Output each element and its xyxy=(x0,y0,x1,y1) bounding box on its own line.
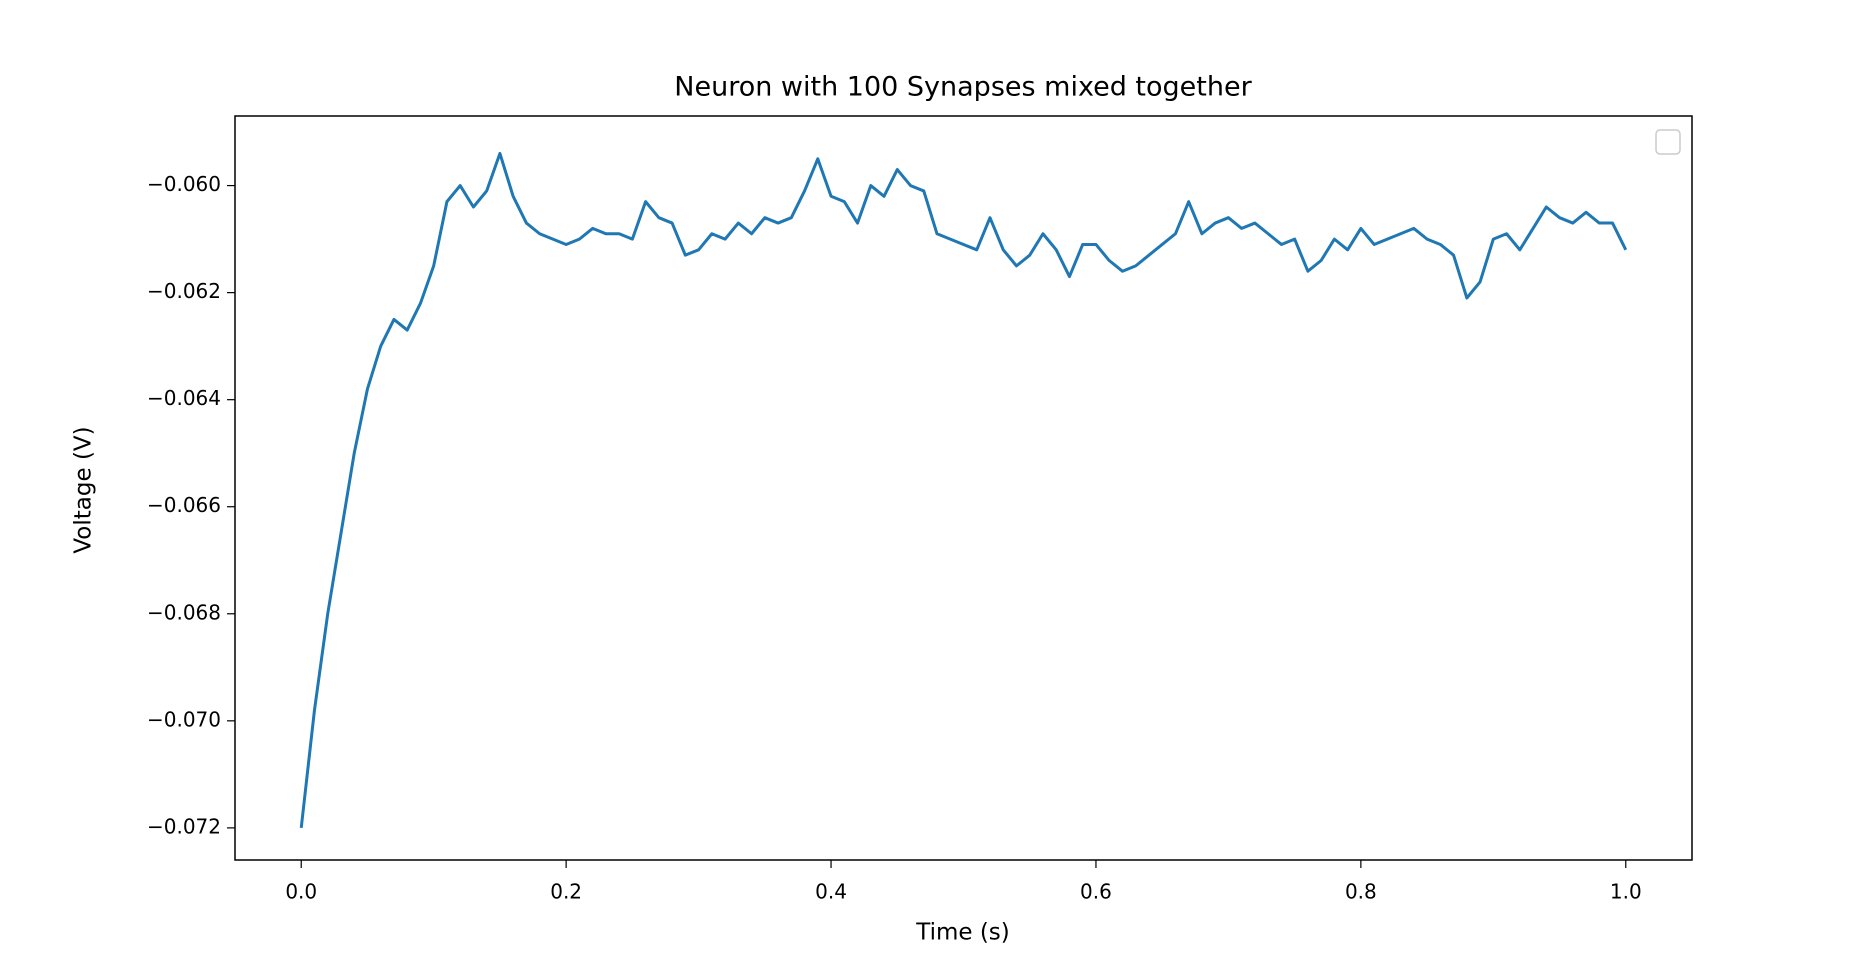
chart-title: Neuron with 100 Synapses mixed together xyxy=(674,72,1252,103)
x-tick-label: 1.0 xyxy=(1610,880,1642,904)
data-line xyxy=(299,151,1628,829)
y-tick-label: −0.060 xyxy=(147,172,221,196)
y-tick-label: −0.062 xyxy=(147,279,221,303)
x-tick-label: 0.2 xyxy=(550,880,582,904)
y-axis-label: Voltage (V) xyxy=(71,426,97,553)
x-tick-label: 0.8 xyxy=(1345,880,1377,904)
x-tick-label: 0.4 xyxy=(815,880,847,904)
legend-box xyxy=(1655,129,1681,155)
y-tick-label: −0.066 xyxy=(147,493,221,517)
y-tick-label: −0.072 xyxy=(147,814,221,838)
y-tick-label: −0.070 xyxy=(147,707,221,731)
y-tick-label: −0.064 xyxy=(147,386,221,410)
x-tick-label: 0.6 xyxy=(1080,880,1112,904)
x-axis-label: Time (s) xyxy=(915,920,1010,946)
x-tick-label: 0.0 xyxy=(285,880,317,904)
plot-frame xyxy=(234,115,1693,861)
y-tick-label: −0.068 xyxy=(147,600,221,624)
